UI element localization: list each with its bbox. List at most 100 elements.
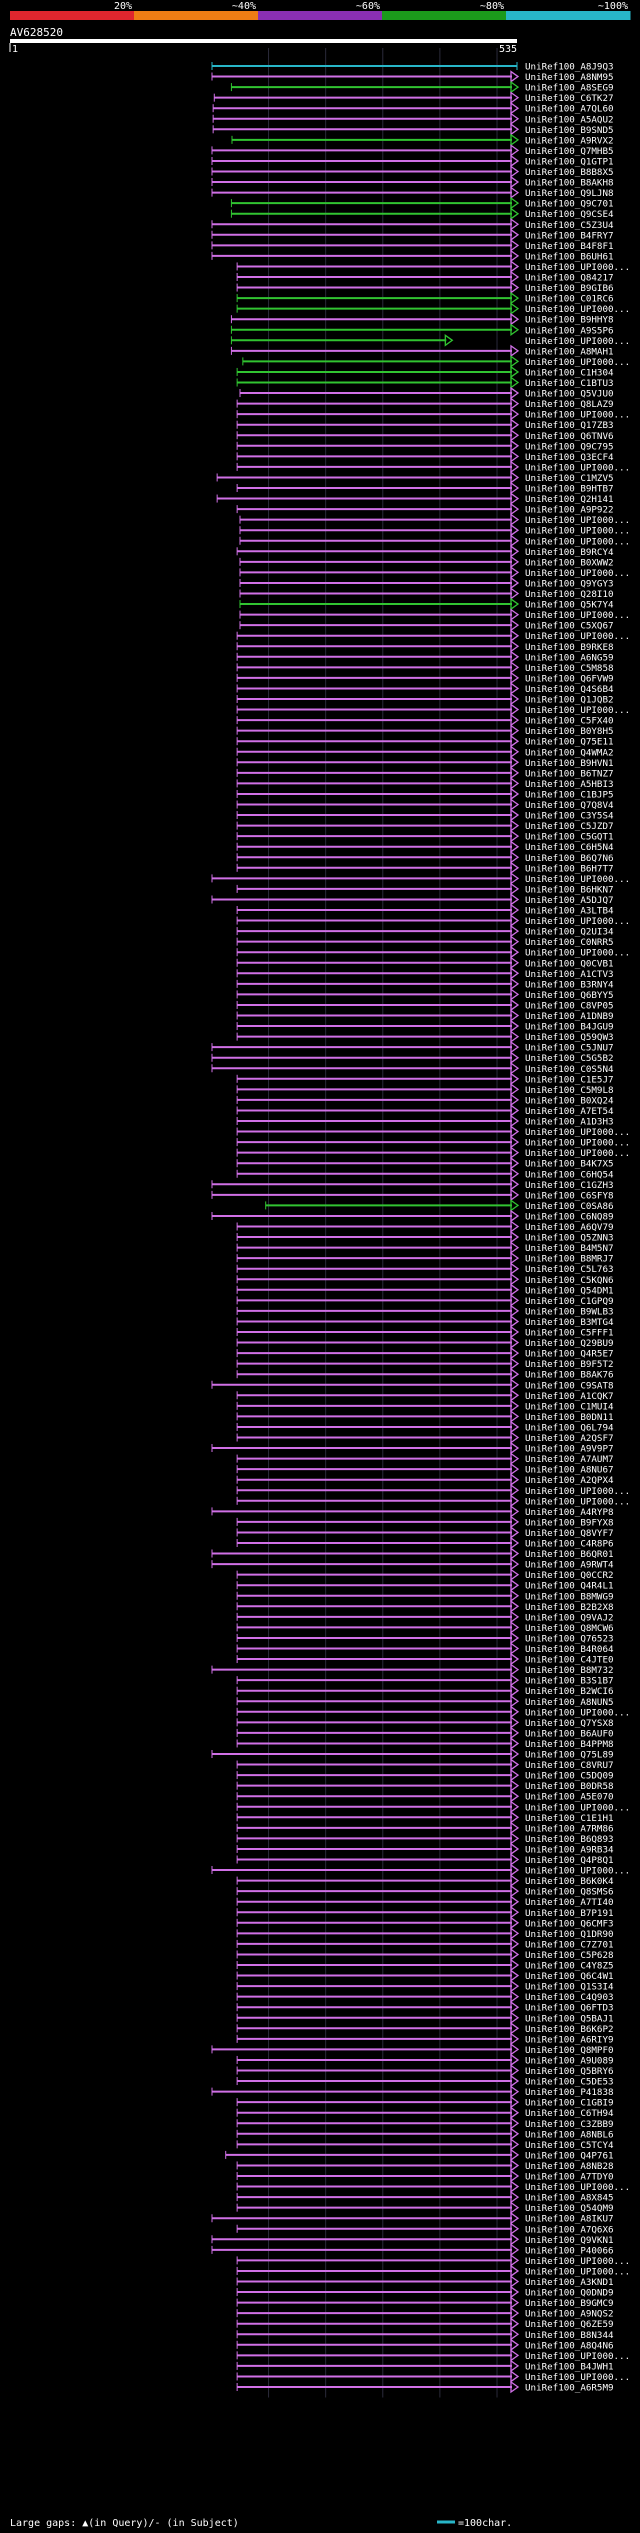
hit-label: UniRef100_C4Y8Z5 xyxy=(525,1961,614,1972)
hit-label: UniRef100_B6TNZ7 xyxy=(525,768,614,779)
alignment-end-arrow xyxy=(510,1726,520,1740)
alignment-row: UniRef100_UPI000... xyxy=(242,355,630,368)
alignment-end-arrow xyxy=(510,460,520,474)
alignment-end-arrow xyxy=(510,850,520,864)
alignment-end-arrow xyxy=(510,386,520,400)
alignment-row: UniRef100_B6QR01 xyxy=(211,1547,614,1560)
alignment-end-arrow xyxy=(510,1389,520,1402)
alignment-end-arrow xyxy=(510,1747,520,1761)
hit-label: UniRef100_B6HKN7 xyxy=(525,884,614,895)
hit-label: UniRef100_B4M5N7 xyxy=(525,1243,614,1254)
alignment-end-arrow xyxy=(510,407,520,421)
alignment-row: UniRef100_B0DR58 xyxy=(236,1779,614,1792)
alignment-row: UniRef100_Q75E11 xyxy=(236,734,614,748)
alignment-row: UniRef100_B0DN11 xyxy=(236,1410,614,1423)
alignment-end-arrow xyxy=(510,2285,520,2299)
hit-label: UniRef100_Q1DR90 xyxy=(525,1929,614,1940)
hit-label: UniRef100_Q29BU9 xyxy=(525,1338,614,1349)
alignment-row: UniRef100_B3RNY4 xyxy=(236,977,614,990)
hit-label: UniRef100_B4JWH1 xyxy=(525,2361,614,2372)
alignment-row: UniRef100_UPI000... xyxy=(236,302,630,315)
hit-label: UniRef100_Q8MPF0 xyxy=(525,2045,614,2056)
alignment-row: UniRef100_C9SAT8 xyxy=(211,1378,614,1391)
query-ruler: 1 535 xyxy=(9,39,517,55)
alignment-end-arrow xyxy=(510,1114,520,1128)
hit-label: UniRef100_A9V9P7 xyxy=(525,1444,614,1455)
alignment-end-arrow xyxy=(510,1758,520,1771)
alignment-row: UniRef100_UPI000... xyxy=(239,523,630,537)
alignment-row: UniRef100_UPI000... xyxy=(211,1863,630,1877)
alignment-end-arrow xyxy=(510,1716,520,1729)
alignment-row: UniRef100_B0XWW2 xyxy=(239,555,614,568)
alignment-row: UniRef100_UPI000... xyxy=(236,1125,630,1138)
alignment-row: UniRef100_Q9YGY3 xyxy=(239,576,614,589)
alignment-end-arrow xyxy=(510,2190,520,2204)
alignment-end-arrow xyxy=(510,1083,520,1096)
alignment-end-arrow xyxy=(510,724,520,737)
alignment-row: UniRef100_Q8MCW6 xyxy=(236,1621,614,1634)
hit-label: UniRef100_A8SEG9 xyxy=(525,83,614,94)
alignment-row: UniRef100_Q0DND9 xyxy=(236,2285,614,2299)
scale-label: =100char. xyxy=(458,2518,512,2529)
alignment-row: UniRef100_A7TI40 xyxy=(236,1895,614,1908)
hit-label: UniRef100_A5DJQ7 xyxy=(525,895,614,906)
alignment-row: UniRef100_Q6TNV6 xyxy=(236,428,614,442)
alignment-end-arrow xyxy=(510,1040,520,1054)
legend-colour-band xyxy=(506,11,631,20)
alignment-end-arrow xyxy=(510,1167,520,1181)
alignment-row: UniRef100_C5KQN6 xyxy=(236,1272,614,1286)
alignment-row: UniRef100_Q6ZE59 xyxy=(236,2317,614,2330)
alignment-end-arrow xyxy=(510,2106,520,2119)
alignment-end-arrow xyxy=(510,745,520,759)
alignment-row: UniRef100_A8NB28 xyxy=(236,2159,614,2172)
alignment-end-arrow xyxy=(510,1842,520,1856)
alignment-row: UniRef100_Q6CMF3 xyxy=(236,1916,614,1930)
alignment-end-arrow xyxy=(510,1884,520,1898)
alignment-row: UniRef100_B6Q893 xyxy=(236,1832,614,1845)
hit-label: UniRef100_C0S5N4 xyxy=(525,1064,614,1075)
alignment-row: UniRef100_C1MZV5 xyxy=(216,471,614,484)
alignment-row: UniRef100_Q0CCR2 xyxy=(236,1568,614,1581)
hit-label: UniRef100_C6HQ54 xyxy=(525,1169,614,1180)
alignment-row: UniRef100_C4Y8Z5 xyxy=(236,1958,614,1972)
alignment-row: UniRef100_B4F8F1 xyxy=(211,239,614,252)
hit-label: UniRef100_B0XWW2 xyxy=(525,557,614,568)
hit-label: UniRef100_UPI000... xyxy=(525,568,630,579)
hit-label: UniRef100_UPI000... xyxy=(525,610,630,621)
hit-label: UniRef100_C6H5N4 xyxy=(525,842,614,853)
alignment-row: UniRef100_C6SFY8 xyxy=(211,1188,614,1201)
hit-label: UniRef100_C5DQ09 xyxy=(525,1771,614,1782)
hit-label: UniRef100_Q8MCW6 xyxy=(525,1623,614,1634)
alignment-row: UniRef100_B4JGU9 xyxy=(236,1019,614,1033)
alignment-end-arrow xyxy=(510,2243,520,2257)
alignment-end-arrow xyxy=(510,1072,520,1086)
alignment-end-arrow xyxy=(510,1642,520,1655)
hit-label: UniRef100_Q2UI34 xyxy=(525,927,614,938)
hit-label: UniRef100_B9F5T2 xyxy=(525,1359,614,1370)
hit-label: UniRef100_UPI000... xyxy=(525,336,630,347)
alignment-row: UniRef100_Q3ECF4 xyxy=(236,450,614,463)
alignment-row: UniRef100_A8Q4N6 xyxy=(236,2338,614,2351)
alignment-row: UniRef100_UPI000... xyxy=(236,1800,630,1813)
alignment-end-arrow xyxy=(510,1832,520,1845)
alignment-end-arrow xyxy=(510,1863,520,1877)
alignment-end-arrow xyxy=(510,1178,520,1191)
alignment-row: UniRef100_B9RKE8 xyxy=(236,639,614,653)
hit-label: UniRef100_C6NQ89 xyxy=(525,1211,614,1222)
hit-label: UniRef100_B4K7X5 xyxy=(525,1159,614,1170)
alignment-row: UniRef100_C01RC6 xyxy=(236,291,614,305)
alignment-end-arrow xyxy=(510,1526,520,1539)
hit-label: UniRef100_B4FRY7 xyxy=(525,230,614,241)
alignment-row: UniRef100_B6UH61 xyxy=(211,249,614,262)
alignment-row: UniRef100_Q2H141 xyxy=(216,492,614,505)
hit-label: UniRef100_B9RKE8 xyxy=(525,642,614,653)
hit-label: UniRef100_Q4P761 xyxy=(525,2150,614,2161)
hit-label: UniRef100_A8MAH1 xyxy=(525,346,614,357)
alignment-row: UniRef100_C7Z701 xyxy=(236,1937,614,1950)
hit-label: UniRef100_Q5BAJ1 xyxy=(525,2013,614,2024)
hit-label: UniRef100_UPI000... xyxy=(525,948,630,959)
alignment-end-arrow xyxy=(510,734,520,748)
alignment-end-arrow xyxy=(510,1916,520,1930)
alignment-row: UniRef100_UPI000... xyxy=(236,629,630,642)
alignment-row: UniRef100_A9U089 xyxy=(236,2053,614,2066)
